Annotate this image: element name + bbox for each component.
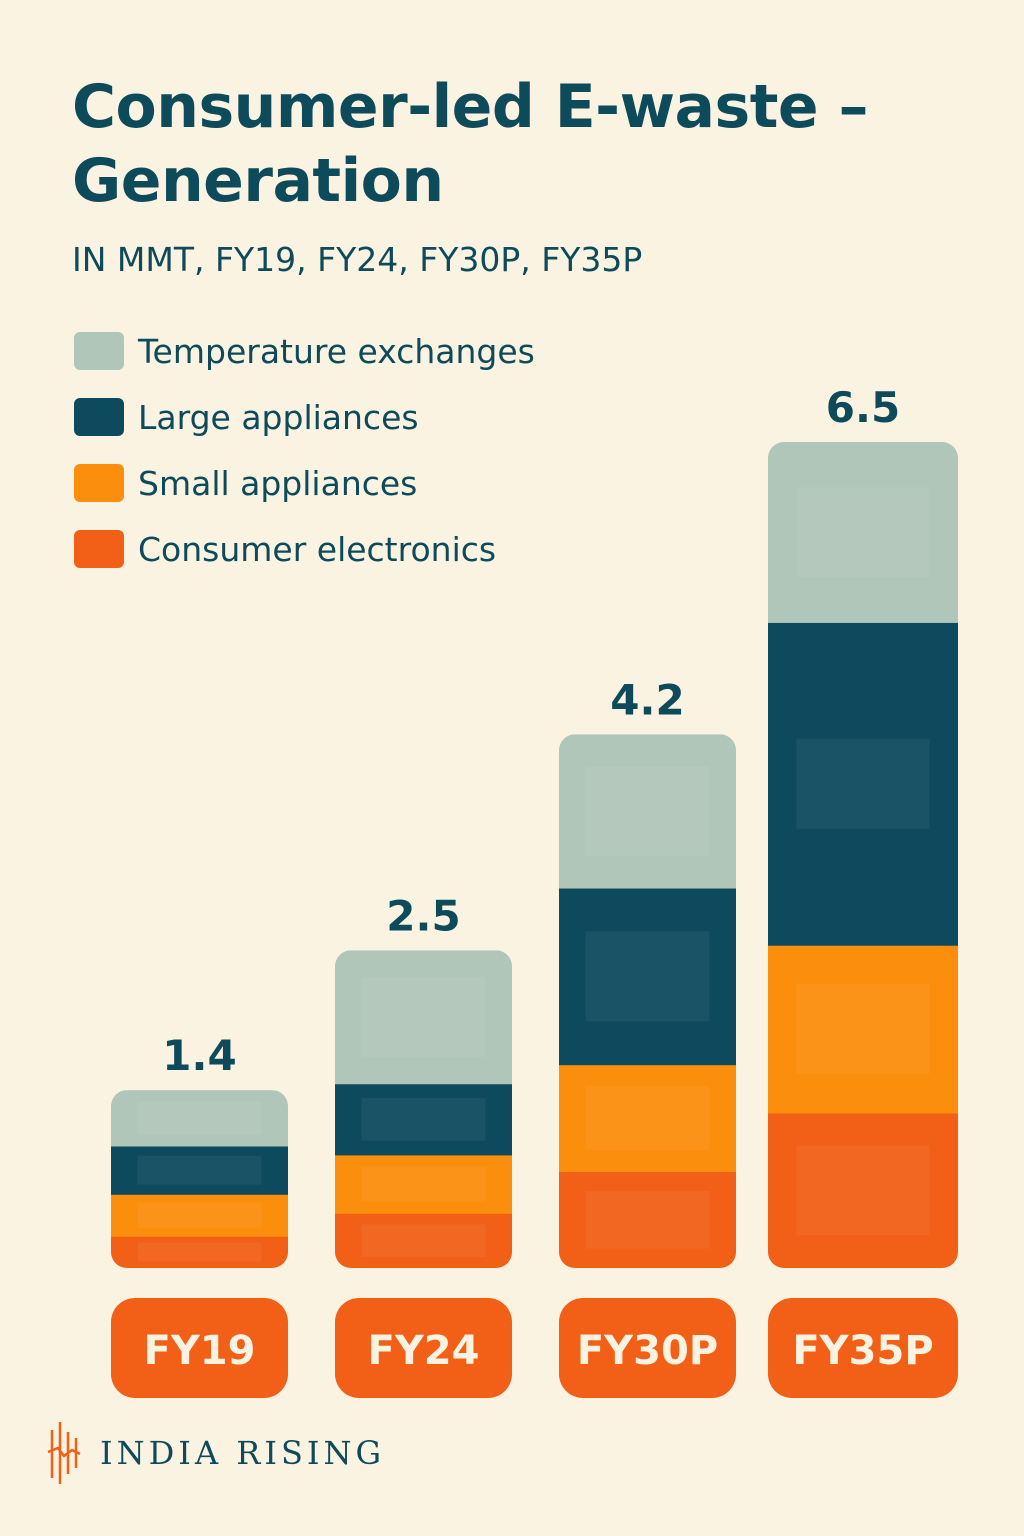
- category-pill-fy35p: [768, 1298, 958, 1398]
- brand-logo: INDIA RISING: [44, 1418, 385, 1488]
- segment-fy19-small-appliances: [111, 1194, 288, 1237]
- segment-highlight: [137, 1101, 262, 1135]
- segment-fy24-temperature-exchanges: [335, 950, 512, 1085]
- segment-fy30p-temperature-exchanges: [559, 734, 736, 889]
- legend-swatch-small-appliances: [74, 464, 124, 502]
- segment-highlight: [796, 738, 930, 829]
- category-label-fy19: FY19: [144, 1328, 256, 1374]
- segment-highlight: [796, 984, 930, 1075]
- segment-fy19-temperature-exchanges: [111, 1090, 288, 1147]
- segment-highlight: [796, 1145, 930, 1236]
- segment-highlight: [361, 1166, 486, 1202]
- legend-swatch-consumer-electronics: [74, 530, 124, 568]
- segment-highlight: [361, 1097, 486, 1141]
- legend-item-small-appliances: Small appliances: [74, 450, 535, 516]
- segment-fy30p-small-appliances: [559, 1064, 736, 1172]
- category-pill-fy30p: [559, 1298, 736, 1398]
- segment-fy35p-large-appliances: [768, 622, 958, 946]
- category-label-fy30p: FY30P: [577, 1328, 718, 1374]
- legend-item-consumer-electronics: Consumer electronics: [74, 516, 535, 582]
- segment-highlight: [585, 931, 710, 1022]
- segment-highlight: [585, 1086, 710, 1151]
- brand-name: INDIA RISING: [100, 1434, 386, 1472]
- category-label-fy24: FY24: [368, 1328, 480, 1374]
- category-pill-fy24: [335, 1298, 512, 1398]
- legend-swatch-large-appliances: [74, 398, 124, 436]
- total-label-fy24: 2.5: [386, 891, 460, 940]
- segment-highlight: [361, 976, 486, 1058]
- legend-label-large-appliances: Large appliances: [138, 397, 419, 437]
- segment-fy24-small-appliances: [335, 1154, 512, 1214]
- segment-fy24-large-appliances: [335, 1083, 512, 1156]
- bar-fy30p: [559, 734, 736, 1268]
- segment-fy35p-consumer-electronics: [768, 1112, 958, 1268]
- chart-subtitle: IN MMT, FY19, FY24, FY30P, FY35P: [72, 240, 643, 279]
- legend-item-temperature-exchanges: Temperature exchanges: [74, 318, 535, 384]
- legend-item-large-appliances: Large appliances: [74, 384, 535, 450]
- total-label-fy30p: 4.2: [610, 675, 684, 724]
- legend-label-small-appliances: Small appliances: [138, 463, 418, 503]
- segment-highlight: [137, 1242, 262, 1262]
- segment-fy24-consumer-electronics: [335, 1213, 512, 1268]
- segment-fy35p-small-appliances: [768, 945, 958, 1114]
- bar-fy24: [335, 950, 512, 1268]
- segment-fy30p-large-appliances: [559, 888, 736, 1066]
- legend-swatch-temperature-exchanges: [74, 332, 124, 370]
- legend-label-temperature-exchanges: Temperature exchanges: [138, 331, 535, 371]
- segment-fy30p-consumer-electronics: [559, 1171, 736, 1268]
- segment-highlight: [137, 1155, 262, 1185]
- segment-fy19-consumer-electronics: [111, 1236, 288, 1268]
- total-label-fy19: 1.4: [162, 1031, 236, 1080]
- total-label-fy35p: 6.5: [826, 383, 900, 432]
- segment-highlight: [796, 487, 930, 578]
- segment-highlight: [585, 766, 710, 857]
- chart-title: Consumer-led E-waste – Generation: [72, 72, 868, 216]
- legend-label-consumer-electronics: Consumer electronics: [138, 529, 497, 569]
- segment-highlight: [585, 1190, 710, 1249]
- brand-mark-icon: [47, 1422, 81, 1484]
- category-pill-fy19: [111, 1298, 288, 1398]
- category-label-fy35p: FY35P: [792, 1328, 933, 1374]
- segment-fy19-large-appliances: [111, 1146, 288, 1195]
- segment-highlight: [137, 1202, 262, 1228]
- legend: Temperature exchanges Large appliances Sma…: [74, 318, 535, 582]
- bar-fy35p: [768, 442, 958, 1268]
- bar-fy19: [111, 1090, 288, 1268]
- segment-highlight: [361, 1224, 486, 1258]
- segment-fy35p-temperature-exchanges: [768, 442, 958, 623]
